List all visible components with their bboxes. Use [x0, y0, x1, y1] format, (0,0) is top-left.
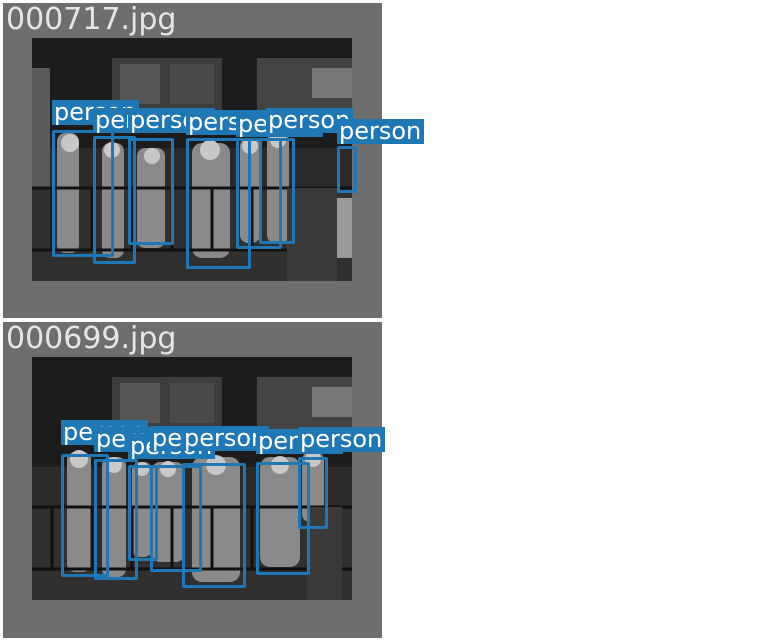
image-filename: 000699.jpg	[6, 321, 177, 356]
detection-box	[128, 138, 174, 245]
detection-label: person	[182, 426, 270, 451]
detection-box	[186, 138, 251, 269]
detection-box	[337, 146, 357, 193]
detection-box	[128, 465, 158, 561]
thermal-scene	[32, 38, 352, 281]
detection-box	[256, 462, 310, 575]
thermal-image: person person person person person perso…	[32, 38, 425, 281]
detection-box	[259, 138, 295, 244]
detection-box	[94, 459, 138, 580]
thermal-image: person person person person person perso…	[32, 357, 386, 600]
detection-box	[61, 454, 109, 577]
result-panel-2: 000699.jpg	[3, 321, 386, 638]
detection-box	[150, 465, 202, 572]
detection-box	[298, 457, 328, 529]
detection-label: person	[298, 427, 386, 452]
detection-box	[182, 463, 246, 588]
detection-label: person	[337, 119, 425, 144]
result-panel-1: 000717.jpg	[3, 2, 425, 318]
detection-box	[52, 130, 114, 257]
image-filename: 000717.jpg	[6, 2, 177, 37]
detection-box	[93, 136, 136, 264]
